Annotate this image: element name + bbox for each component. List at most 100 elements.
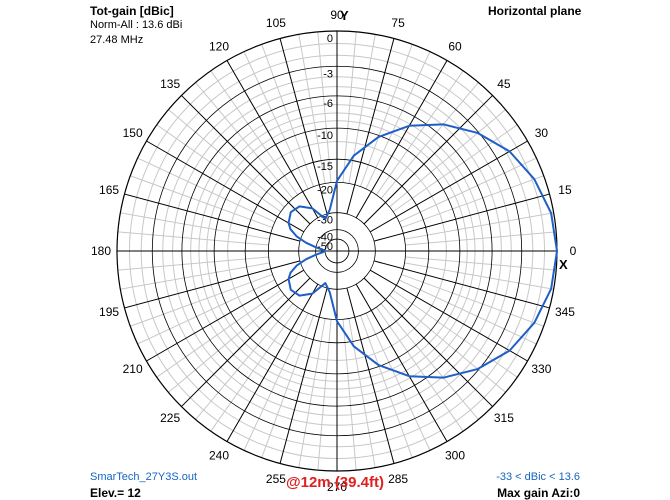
minor-radial-gridline (168, 109, 285, 208)
radial-gridline (226, 283, 319, 442)
minor-radial-gridline (392, 124, 518, 213)
chart-title: Tot-gain [dBic] (90, 4, 174, 18)
grid-ring (315, 229, 359, 273)
minor-radial-gridline (348, 318, 376, 468)
minor-radial-gridline (243, 51, 309, 190)
angle-tick-label: 315 (494, 411, 514, 425)
radial-gridline (355, 60, 448, 219)
angle-tick-label: 345 (555, 305, 575, 319)
grid-ring (298, 212, 376, 290)
angle-tick-label: 135 (160, 77, 180, 91)
radial-tick-label: -30 (317, 215, 333, 227)
minor-radial-gridline (156, 124, 282, 213)
radial-tick-label: -6 (323, 98, 333, 110)
angle-tick-label: 270 (327, 480, 347, 494)
minor-radial-gridline (348, 34, 376, 184)
radial-gridline (369, 140, 528, 233)
elevation-label: Elev.= 12 (90, 486, 141, 500)
angle-tick-label: 165 (99, 183, 119, 197)
angle-tick-label: 240 (209, 448, 229, 462)
grid-ring (244, 158, 430, 344)
grid-ring (181, 95, 493, 407)
minor-radial-gridline (398, 279, 537, 345)
minor-radial-gridline (120, 212, 270, 240)
minor-radial-gridline (380, 82, 479, 199)
minor-radial-gridline (298, 34, 326, 184)
angle-tick-label: 330 (531, 362, 551, 376)
minor-radial-gridline (404, 262, 554, 290)
minor-radial-gridline (405, 231, 557, 246)
angle-tick-label: 90 (330, 8, 344, 22)
angle-tick-label: 45 (497, 77, 511, 91)
angle-tick-label: 210 (123, 362, 143, 376)
minor-radial-gridline (342, 31, 357, 183)
minor-radial-gridline (365, 51, 431, 190)
angle-tick-label: 0 (570, 244, 577, 258)
minor-radial-gridline (389, 109, 506, 208)
minor-radial-gridline (401, 273, 544, 327)
file-name-label: SmarTech_27Y3S.out (90, 471, 198, 483)
grid-ring (151, 65, 523, 437)
minor-radial-gridline (405, 256, 557, 271)
minor-radial-gridline (120, 262, 270, 290)
minor-radial-gridline (195, 82, 294, 199)
angle-tick-label: 105 (266, 16, 286, 30)
minor-radial-gridline (210, 306, 299, 432)
angle-tick-label: 195 (99, 305, 119, 319)
minor-radial-gridline (392, 289, 518, 378)
plane-title: Horizontal plane (488, 4, 582, 18)
max-gain-label: Max gain Azi:0 (497, 486, 580, 500)
y-axis-label: Y (340, 8, 349, 23)
radial-gridline (355, 283, 448, 442)
grid-ring (213, 127, 461, 375)
angle-tick-label: 300 (445, 448, 465, 462)
angle-tick-label: 150 (123, 126, 143, 140)
angle-tick-label: 180 (91, 244, 111, 258)
radial-gridline (124, 260, 301, 309)
radial-gridline (373, 193, 550, 242)
minor-radial-gridline (365, 312, 431, 451)
minor-radial-gridline (317, 31, 332, 183)
minor-radial-gridline (375, 306, 464, 432)
minor-radial-gridline (117, 231, 269, 246)
minor-radial-gridline (195, 303, 294, 420)
minor-radial-gridline (342, 319, 357, 471)
radial-gridline (369, 269, 528, 362)
minor-radial-gridline (380, 303, 479, 420)
minor-radial-gridline (317, 319, 332, 471)
angle-tick-label: 120 (209, 40, 229, 54)
minor-radial-gridline (261, 44, 315, 187)
radial-gridline (346, 38, 395, 215)
angle-tick-label: 15 (558, 183, 572, 197)
minor-radial-gridline (359, 315, 413, 458)
minor-radial-gridline (137, 279, 276, 345)
angle-tick-label: 225 (160, 411, 180, 425)
minor-radial-gridline (137, 157, 276, 223)
radial-tick-label: 0 (327, 33, 333, 45)
angle-tick-label: 285 (388, 472, 408, 486)
radial-gridline (346, 287, 395, 464)
minor-radial-gridline (401, 175, 544, 229)
radial-gridline (226, 60, 319, 219)
radial-tick-label: -40 (317, 232, 333, 244)
radial-gridline (146, 269, 305, 362)
minor-radial-gridline (375, 70, 464, 196)
minor-radial-gridline (298, 318, 326, 468)
minor-radial-gridline (389, 294, 506, 393)
minor-radial-gridline (210, 70, 299, 196)
radial-tick-label: -20 (317, 184, 333, 196)
frequency-info: 27.48 MHz (90, 34, 144, 46)
minor-radial-gridline (130, 175, 273, 229)
normalization-info: Norm-All : 13.6 dBi (90, 19, 183, 31)
radial-gridline (373, 260, 550, 309)
minor-radial-gridline (404, 212, 554, 240)
minor-radial-gridline (156, 289, 282, 378)
minor-radial-gridline (168, 294, 285, 393)
minor-radial-gridline (398, 157, 537, 223)
minor-radial-gridline (130, 273, 273, 327)
radial-gridline (279, 287, 328, 464)
radial-gridline (124, 193, 301, 242)
minor-radial-gridline (243, 312, 309, 451)
minor-radial-gridline (117, 256, 269, 271)
